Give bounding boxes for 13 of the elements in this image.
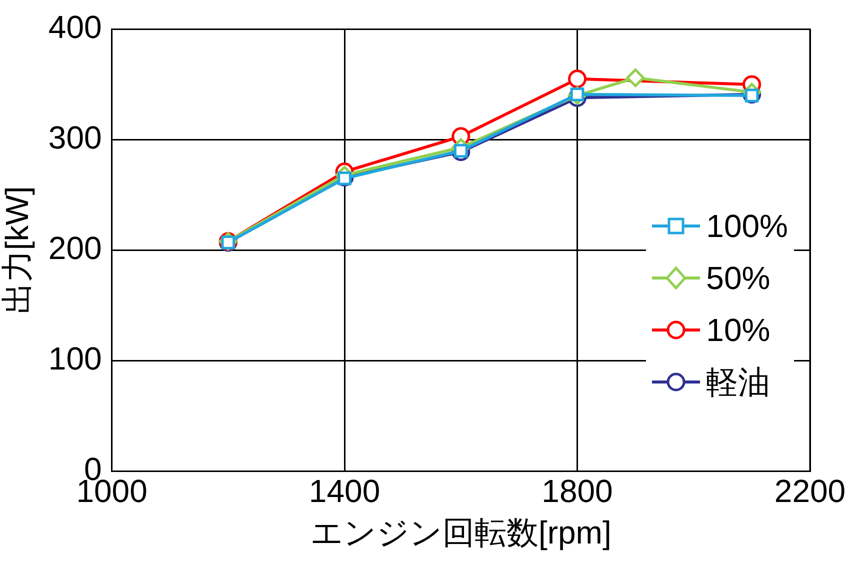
- x-axis-title: エンジン回転数[rpm]: [310, 514, 612, 551]
- x-tick-label: 2200: [774, 473, 846, 510]
- legend-label: 軽油: [706, 363, 770, 402]
- legend-label: 100%: [706, 207, 788, 246]
- legend-label: 10%: [706, 311, 770, 350]
- legend-label: 50%: [706, 259, 770, 298]
- y-axis-title: 出力[kW]: [0, 186, 36, 314]
- x-tick-label: 1400: [308, 473, 380, 510]
- x-tick-label: 1800: [542, 473, 613, 510]
- y-tick-label: 100: [48, 340, 102, 377]
- y-tick-label: 200: [48, 230, 102, 266]
- y-tick-label: 300: [48, 120, 102, 156]
- y-tick-label: 400: [48, 9, 102, 46]
